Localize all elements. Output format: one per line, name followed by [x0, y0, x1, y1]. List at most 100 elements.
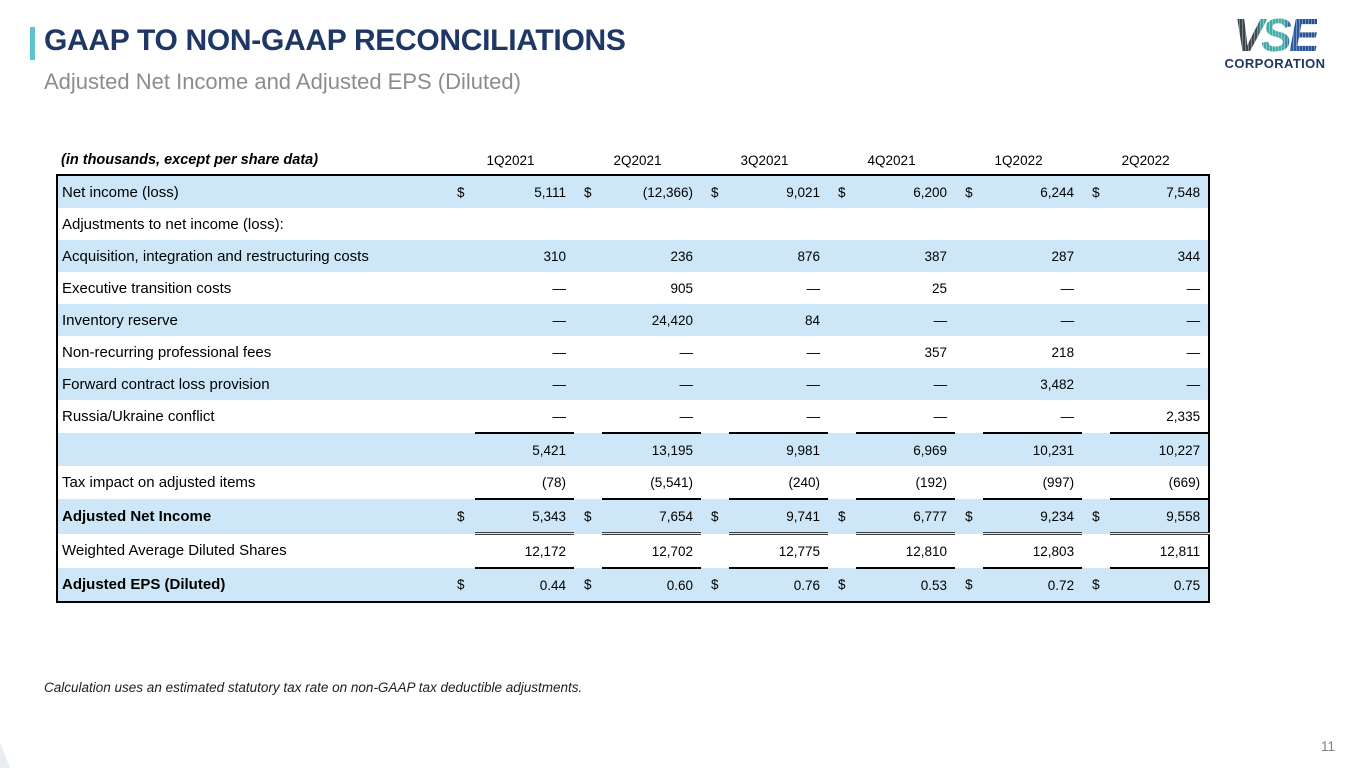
cell-value: —: [1060, 280, 1075, 296]
cell-value: 25: [932, 280, 948, 296]
column-header: 3Q2021: [701, 136, 829, 176]
dollar-sign: [701, 400, 729, 433]
cell-value: 876: [797, 248, 821, 264]
dollar-sign: [1082, 336, 1110, 368]
cell-value: 10,227: [1110, 433, 1211, 466]
row-label: Acquisition, integration and restructuri…: [56, 240, 447, 272]
cell-value: —: [1060, 312, 1075, 328]
cell-value: 236: [670, 248, 694, 264]
dollar-sign: [955, 304, 983, 336]
dollar-sign: [828, 400, 856, 433]
cell-value: 2,335: [1110, 400, 1211, 434]
dollar-sign: [574, 336, 602, 368]
cell-value: 0.53: [856, 568, 956, 603]
row-label: Non-recurring professional fees: [56, 336, 447, 368]
cell-value: 3,482: [1040, 376, 1075, 392]
cell-value: —: [679, 376, 694, 392]
dollar-sign: [1082, 433, 1110, 466]
dollar-sign: $: [838, 508, 846, 524]
dollar-sign: $: [457, 184, 465, 200]
table-row: Forward contract loss provision — — — — 3,482…: [56, 368, 1211, 400]
dollar-sign: [574, 240, 602, 272]
cell-value: 6,244: [1040, 184, 1075, 200]
column-header: 1Q2021: [447, 136, 575, 176]
cell-value: 12,810: [856, 533, 956, 569]
cell-value: 12,811: [1110, 533, 1211, 569]
column-header: 4Q2021: [828, 136, 956, 176]
cell-value: 24,420: [651, 312, 694, 328]
dollar-sign: [701, 534, 729, 569]
dollar-sign: [1082, 368, 1110, 400]
dollar-sign: [828, 466, 856, 499]
cell-value: 12,803: [983, 533, 1083, 569]
row-label: Adjusted EPS (Diluted): [56, 568, 447, 603]
table-row: 5,421 13,195 9,981 6,969 10,231 10,227: [56, 433, 1211, 466]
dollar-sign: [701, 466, 729, 499]
page-title: GAAP TO NON-GAAP RECONCILIATIONS: [44, 24, 626, 57]
cell-value: 7,548: [1110, 175, 1211, 208]
dollar-sign: [1082, 272, 1110, 304]
dollar-sign: [1082, 466, 1110, 499]
row-label: Weighted Average Diluted Shares: [56, 533, 447, 568]
dollar-sign: [1082, 400, 1110, 433]
cell-value: —: [983, 400, 1083, 434]
cell-value: —: [806, 280, 821, 296]
dollar-sign: [701, 272, 729, 304]
dollar-sign: $: [1082, 568, 1111, 603]
cell-value: 12,775: [729, 533, 829, 569]
dollar-sign: $: [574, 568, 603, 603]
dollar-sign: [955, 400, 983, 433]
dollar-sign: [828, 208, 856, 240]
cell-value: (78): [475, 466, 575, 500]
cell-value: —: [552, 344, 567, 360]
dollar-sign: [574, 400, 602, 433]
dollar-sign: [574, 534, 602, 569]
dollar-sign: [447, 272, 475, 304]
cell-value: —: [1110, 304, 1211, 336]
cell-value: (240): [729, 466, 829, 500]
row-label: Forward contract loss provision: [56, 368, 447, 400]
dollar-sign: [447, 433, 475, 466]
cell-value: [1110, 208, 1211, 240]
dollar-sign: [701, 336, 729, 368]
dollar-sign: [447, 304, 475, 336]
table-header-row: (in thousands, except per share data) 1Q…: [57, 136, 1210, 176]
cell-value: 5,111: [534, 184, 567, 200]
dollar-sign: [955, 433, 983, 466]
cell-value: 12,172: [475, 533, 575, 569]
dollar-sign: [447, 466, 475, 499]
cell-value: 6,200: [913, 184, 948, 200]
dollar-sign: [701, 208, 729, 240]
dollar-sign: [701, 240, 729, 272]
column-header: 2Q2021: [574, 136, 702, 176]
footnote: Calculation uses an estimated statutory …: [44, 680, 583, 695]
dollar-sign: [1082, 534, 1110, 569]
column-header: 2Q2022: [1082, 136, 1210, 176]
dollar-sign: [574, 304, 602, 336]
dollar-sign: [701, 433, 729, 466]
table-row: Inventory reserve — 24,420 84 — — —: [56, 304, 1211, 336]
cell-value: [602, 208, 701, 240]
cell-value: (12,366): [642, 184, 694, 200]
dollar-sign: [574, 272, 602, 304]
cell-value: —: [679, 344, 694, 360]
cell-value: 6,969: [913, 442, 948, 458]
dollar-sign: [955, 336, 983, 368]
dollar-sign: [574, 466, 602, 499]
dollar-sign: [955, 208, 983, 240]
cell-value: 387: [924, 248, 948, 264]
dollar-sign: [447, 368, 475, 400]
cell-value: 10,231: [1032, 442, 1075, 458]
dollar-sign: [1082, 208, 1110, 240]
reconciliation-table: (in thousands, except per share data) 1Q…: [56, 136, 1211, 603]
cell-value: —: [552, 376, 567, 392]
cell-value: 0.44: [475, 568, 575, 603]
cell-value: 0.60: [602, 568, 702, 603]
vse-logo: VSE CORPORATION: [1215, 12, 1335, 71]
cell-value: —: [602, 400, 702, 434]
table-row: Tax impact on adjusted items (78) (5,541) (…: [56, 466, 1211, 500]
dollar-sign: [955, 534, 983, 569]
cell-value: 5,343: [475, 499, 575, 535]
dollar-sign: [828, 368, 856, 400]
dollar-sign: $: [965, 184, 973, 200]
